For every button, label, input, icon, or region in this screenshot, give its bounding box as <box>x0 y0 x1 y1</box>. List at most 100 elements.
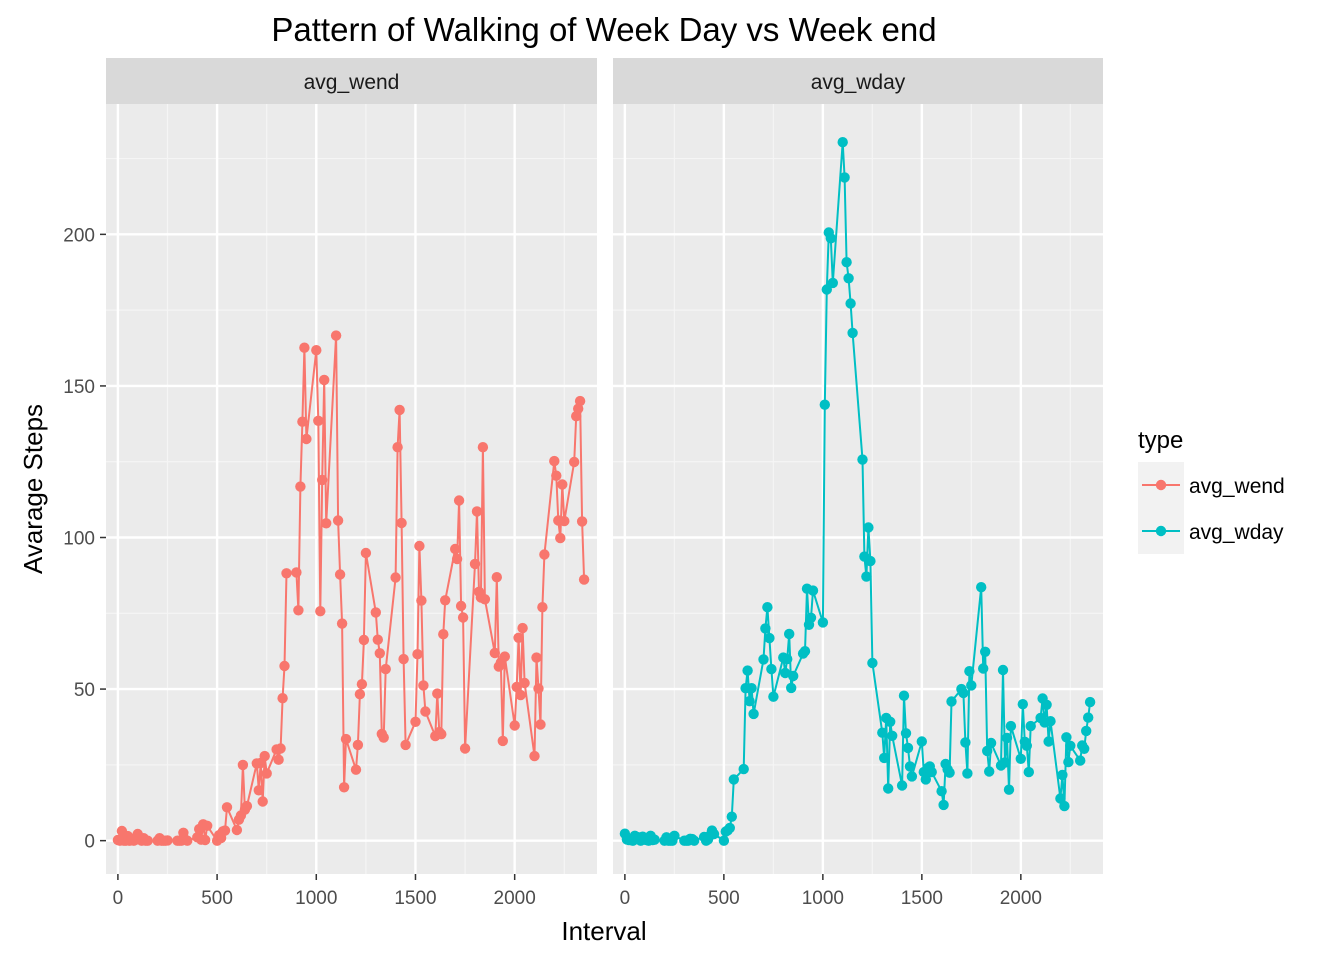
data-point <box>539 549 550 560</box>
data-point <box>920 774 931 785</box>
data-point <box>898 690 910 701</box>
data-point <box>837 137 848 148</box>
data-point <box>1023 766 1034 778</box>
data-point <box>649 834 660 845</box>
data-point <box>962 768 973 779</box>
x-tick-label: 0 <box>113 888 124 909</box>
data-point <box>200 834 211 846</box>
data-point <box>418 680 429 691</box>
data-point <box>847 327 858 339</box>
data-point <box>479 594 491 605</box>
data-point <box>221 802 233 813</box>
facet-panel-avg-wend: avg_wend <box>106 58 597 874</box>
data-point <box>259 750 270 762</box>
data-point <box>879 752 890 764</box>
legend: type avg_wend avg_wday <box>1138 427 1285 554</box>
data-point <box>515 689 526 701</box>
data-point <box>517 622 528 634</box>
data-point <box>291 567 302 578</box>
data-point <box>410 716 421 727</box>
data-point <box>744 696 755 707</box>
data-point <box>997 664 1009 676</box>
data-point <box>1017 699 1028 710</box>
data-point <box>400 739 411 751</box>
data-point <box>867 657 878 669</box>
data-point <box>1025 720 1036 732</box>
data-point <box>491 572 502 583</box>
data-point <box>277 693 288 704</box>
data-point <box>726 811 737 822</box>
data-point <box>360 547 372 559</box>
data-point <box>788 670 799 682</box>
data-point <box>746 683 757 694</box>
data-point <box>863 522 874 533</box>
data-point <box>839 172 850 183</box>
x-tick-label: 1500 <box>901 888 943 909</box>
data-point <box>1084 696 1096 708</box>
data-point <box>551 470 562 481</box>
data-point <box>350 764 362 775</box>
data-point <box>321 518 332 529</box>
data-point <box>555 532 566 544</box>
data-point <box>689 835 700 846</box>
legend-items: avg_wend avg_wday <box>1138 462 1285 554</box>
data-point <box>451 553 463 565</box>
legend-label-avg-wday: avg_wday <box>1189 521 1284 544</box>
data-point <box>569 456 580 468</box>
legend-title: type <box>1138 427 1183 454</box>
x-axis-title: Interval <box>561 916 646 946</box>
x-tick-label: 1000 <box>802 888 844 909</box>
data-point <box>1059 800 1070 812</box>
data-point <box>237 759 249 771</box>
data-point <box>261 768 272 779</box>
x-tick-label: 2000 <box>494 888 536 909</box>
data-point <box>1063 756 1074 768</box>
data-point <box>332 515 344 526</box>
data-point <box>708 828 720 840</box>
data-point <box>760 623 771 634</box>
data-point <box>877 727 888 738</box>
data-point <box>916 736 927 747</box>
data-point <box>489 647 500 659</box>
data-point <box>669 830 680 841</box>
data-point <box>279 660 290 672</box>
data-point <box>578 574 590 585</box>
data-point <box>499 651 510 662</box>
data-point <box>319 374 330 386</box>
data-point <box>786 682 797 694</box>
data-point <box>764 632 775 644</box>
data-point <box>904 761 916 772</box>
data-point <box>390 572 401 583</box>
data-point <box>885 716 896 727</box>
data-point <box>762 602 773 613</box>
data-point <box>549 455 560 467</box>
data-point <box>980 646 991 657</box>
data-point <box>231 824 243 836</box>
data-point <box>1081 725 1092 737</box>
data-point <box>976 582 987 593</box>
data-point <box>273 754 284 765</box>
data-point <box>902 742 914 754</box>
x-axis: 0 500 1000 1500 2000 0 500 1000 1500 2000 <box>113 874 1042 909</box>
data-point <box>398 653 409 665</box>
data-point <box>299 342 310 353</box>
data-point <box>576 516 588 527</box>
data-point <box>978 663 989 674</box>
strip-label: avg_wday <box>811 71 906 94</box>
data-point <box>297 416 308 427</box>
data-point <box>936 786 947 797</box>
data-point <box>301 433 312 445</box>
data-point <box>900 728 912 739</box>
data-point <box>738 763 749 775</box>
data-point <box>202 820 213 831</box>
data-point <box>1079 743 1090 754</box>
data-point <box>966 680 977 691</box>
data-point <box>257 796 268 807</box>
data-point <box>766 663 777 675</box>
strip-label: avg_wend <box>304 71 400 94</box>
data-point <box>281 568 292 579</box>
data-point <box>459 743 471 754</box>
data-point <box>964 666 975 677</box>
data-point <box>944 767 955 778</box>
